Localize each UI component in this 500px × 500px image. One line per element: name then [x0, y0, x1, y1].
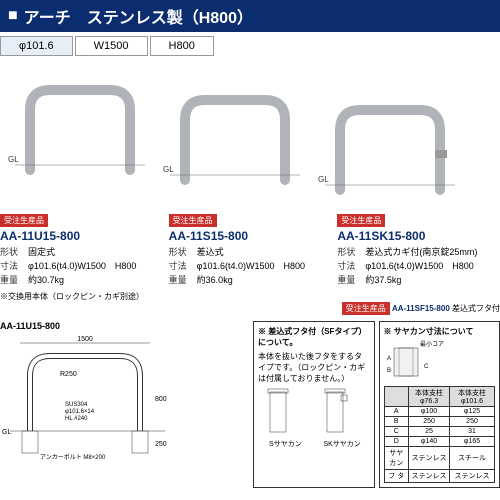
mto-badge: 受注生産品 — [342, 302, 390, 315]
mat-line3: HL #240 — [65, 416, 88, 422]
dim-label: 寸法 — [337, 259, 365, 272]
svg-text:GL: GL — [2, 429, 11, 436]
svg-text:C: C — [424, 364, 429, 370]
gl-label: GL — [318, 175, 329, 184]
spec-diameter: φ101.6 — [0, 36, 73, 56]
wt-label: 重量 — [337, 273, 365, 286]
dim-value: φ101.6(t4.0)W1500 H800 — [28, 259, 163, 272]
note-sayakan-title: ※ サヤカン寸法について — [384, 326, 496, 337]
product-images: GL GL GL — [0, 60, 500, 210]
mat-line2: φ101.6×14 — [65, 409, 95, 415]
svg-text:A: A — [387, 356, 391, 362]
anchor-text: アンカーボルト M8×200 — [40, 453, 106, 461]
header-bullet: ■ — [8, 7, 18, 25]
mat-line1: SUS304 — [65, 402, 88, 408]
note-sf: ※ 差込式フタ付（SFタイプ）について。 本体を抜いた後フタをするタイプです。（… — [253, 321, 375, 488]
notes: ※ 差込式フタ付（SFタイプ）について。 本体を抜いた後フタをするタイプです。（… — [253, 321, 500, 488]
spec-bar: φ101.6 W1500 H800 — [0, 36, 500, 56]
mto-badge: 受注生産品 — [169, 214, 217, 227]
model-code: AA-11U15-800 — [0, 229, 163, 243]
type-label: 形状 — [169, 245, 197, 258]
type-value: 差込式 — [197, 245, 332, 258]
svg-text:B: B — [387, 368, 391, 374]
dim-hb: 250 — [155, 441, 167, 448]
wt-label: 重量 — [169, 273, 197, 286]
arch-image-3: GL — [320, 90, 460, 200]
note-sf-body: 本体を抜いた後フタをするタイプです。（ロックピン・カギは付属しておりません。） — [258, 351, 370, 384]
variant-text: 差込式フタ付 — [452, 304, 500, 313]
footer-note: ※交換用本体（ロックピン・カギ別途） 受注生産品 AA-11SF15-800 差… — [0, 291, 500, 315]
exchange-note: ※交換用本体（ロックピン・カギ別途） — [0, 291, 500, 302]
variant-code: AA-11SF15-800 — [392, 304, 450, 313]
mto-badge: 受注生産品 — [337, 214, 385, 227]
wt-value: 約30.7kg — [28, 273, 163, 286]
note-sf-title: ※ 差込式フタ付（SFタイプ）について。 — [258, 326, 370, 348]
spec-width: W1500 — [75, 36, 148, 56]
dim-value: φ101.6(t4.0)W1500 H800 — [197, 259, 332, 272]
gl-label: GL — [8, 155, 19, 164]
tech-drawing: AA-11U15-800 1500 R250 GL 800 250 SUS304… — [0, 321, 247, 488]
wt-label: 重量 — [0, 273, 28, 286]
type-label: 形状 — [0, 245, 28, 258]
dim-value: φ101.6(t4.0)W1500 H800 — [365, 259, 500, 272]
header-bar: ■ アーチ ステンレス製（H800） — [0, 0, 500, 32]
sayakan-table: 本体支柱 φ76.3本体支柱 φ101.6 Aφ100φ125 B250250 … — [384, 386, 496, 483]
bottom-row: AA-11U15-800 1500 R250 GL 800 250 SUS304… — [0, 321, 500, 488]
wt-value: 約36.0kg — [197, 273, 332, 286]
header-title: アーチ ステンレス製（H800） — [24, 4, 253, 28]
type-value: 差込式カギ付(南京錠25mm) — [365, 245, 500, 258]
model-code: AA-11S15-800 — [169, 229, 332, 243]
dim-r: R250 — [60, 371, 77, 378]
sayakan-figs: Sサヤカン SKサヤカン — [258, 387, 370, 449]
dim-label: 寸法 — [169, 259, 197, 272]
note-sayakan: ※ サヤカン寸法について 最小コア径D AB C 本体支柱 φ76.3本体支柱 … — [379, 321, 500, 488]
wt-value: 約37.5kg — [365, 273, 500, 286]
model-1: 受注生産品 AA-11U15-800 形状固定式 寸法φ101.6(t4.0)W… — [0, 214, 163, 287]
mto-badge: 受注生産品 — [0, 214, 48, 227]
dim-label: 寸法 — [0, 259, 28, 272]
spec-height: H800 — [150, 36, 214, 56]
type-label: 形状 — [337, 245, 365, 258]
fig-sk: SKサヤカン — [315, 387, 370, 449]
gl-label: GL — [163, 165, 174, 174]
drawing-code: AA-11U15-800 — [0, 321, 247, 331]
model-code: AA-11SK15-800 — [337, 229, 500, 243]
core-diagram: 最小コア径D AB C — [384, 340, 444, 380]
arch-image-1: GL — [10, 70, 150, 180]
model-3: 受注生産品 AA-11SK15-800 形状差込式カギ付(南京錠25mm) 寸法… — [337, 214, 500, 287]
dim-w: 1500 — [77, 336, 93, 343]
drawing-svg: 1500 R250 GL 800 250 SUS304 φ101.6×14 HL… — [0, 331, 170, 461]
dim-h: 800 — [155, 396, 167, 403]
model-list: 受注生産品 AA-11U15-800 形状固定式 寸法φ101.6(t4.0)W… — [0, 214, 500, 287]
fig-s: Sサヤカン — [258, 387, 313, 449]
arch-image-2: GL — [165, 80, 305, 190]
svg-text:最小コア径D: 最小コア径D — [420, 340, 444, 348]
model-2: 受注生産品 AA-11S15-800 形状差込式 寸法φ101.6(t4.0)W… — [169, 214, 332, 287]
type-value: 固定式 — [28, 245, 163, 258]
